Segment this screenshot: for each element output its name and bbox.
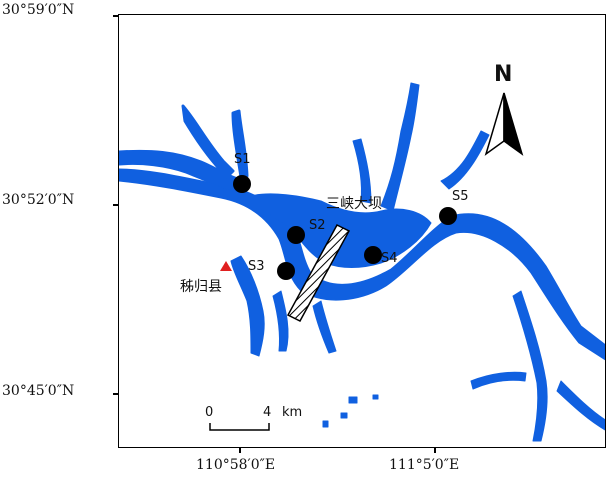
branch-southeast: [556, 380, 605, 431]
dam-label: 三峡大坝: [326, 196, 382, 212]
lat-tick-top: [113, 15, 119, 17]
dam-hatched-box: [286, 224, 351, 322]
scale-bar-end: 4: [263, 405, 272, 420]
site-label-s3: S3: [248, 259, 265, 274]
branch-east-small: [440, 130, 490, 190]
branch-south: [512, 290, 548, 442]
site-label-s2: S2: [309, 218, 326, 233]
site-label-s5: S5: [452, 189, 469, 204]
fjord-south-2: [272, 290, 289, 352]
lat-tick-bottom: [113, 393, 119, 395]
site-marker-s2: [287, 226, 305, 244]
site-marker-s3: [277, 262, 295, 280]
lon-tick-left: [239, 447, 241, 453]
latitude-label-top: 30°59′0″N: [2, 2, 75, 18]
lon-tick-right: [434, 447, 436, 453]
north-arrow-icon: [484, 92, 524, 156]
branch-north: [352, 138, 372, 204]
longitude-label-right: 111°5′0″E: [389, 457, 460, 473]
county-marker-triangle: [220, 261, 232, 271]
north-label: N: [494, 62, 513, 87]
river-map: [119, 82, 605, 442]
site-marker-s1: [233, 175, 251, 193]
fjord-south-3: [312, 300, 337, 354]
lat-tick-mid: [113, 204, 119, 206]
tributary-north: [231, 109, 249, 179]
longitude-label-left: 110°58′0″E: [196, 457, 276, 473]
site-marker-s5: [439, 207, 457, 225]
map-frame: [118, 14, 606, 448]
tributary-nw: [181, 104, 235, 179]
fjord-south: [230, 255, 265, 357]
scale-bar-start: 0: [205, 405, 214, 420]
county-label: 秭归县: [180, 279, 222, 295]
branch-northeast: [380, 82, 420, 212]
scale-bar-unit: km: [282, 405, 303, 420]
site-label-s1: S1: [234, 152, 251, 167]
latitude-label-mid: 30°52′0″N: [2, 192, 75, 208]
site-label-s4: S4: [381, 251, 398, 266]
scale-bar: [209, 423, 270, 431]
latitude-label-bottom: 30°45′0″N: [2, 383, 75, 399]
site-marker-s4: [364, 246, 382, 264]
branch-lower: [470, 371, 527, 390]
